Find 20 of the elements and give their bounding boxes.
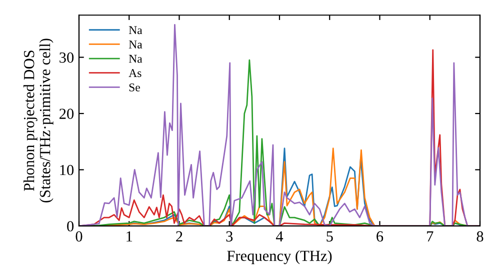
legend-label: Na	[128, 40, 142, 48]
y-tick-label: 10	[60, 164, 74, 176]
legend-label: Se	[129, 83, 140, 92]
x-tick-label: 3	[226, 231, 233, 242]
x-tick-label: 4	[276, 231, 284, 242]
y-axis-title: Phonon projected DOS (States/THz·primitive cell)	[23, 38, 54, 202]
x-tick-label: 0	[76, 231, 82, 242]
x-tick-label: 6	[376, 231, 384, 242]
legend-label: As	[128, 69, 142, 78]
y-tick-label: 30	[60, 52, 74, 63]
legend-label: Na	[128, 26, 142, 34]
y-tick-label: 0	[67, 221, 74, 232]
x-tick-label: 5	[326, 231, 333, 242]
x-tick-label: 2	[176, 231, 182, 242]
x-axis-title: Frequency (THz)	[227, 250, 332, 264]
x-tick-label: 8	[476, 231, 484, 242]
y-tick-label: 20	[60, 108, 74, 119]
x-tick-label: 7	[427, 231, 434, 242]
legend-label: Na	[128, 54, 142, 63]
x-tick-label: 1	[126, 231, 132, 242]
